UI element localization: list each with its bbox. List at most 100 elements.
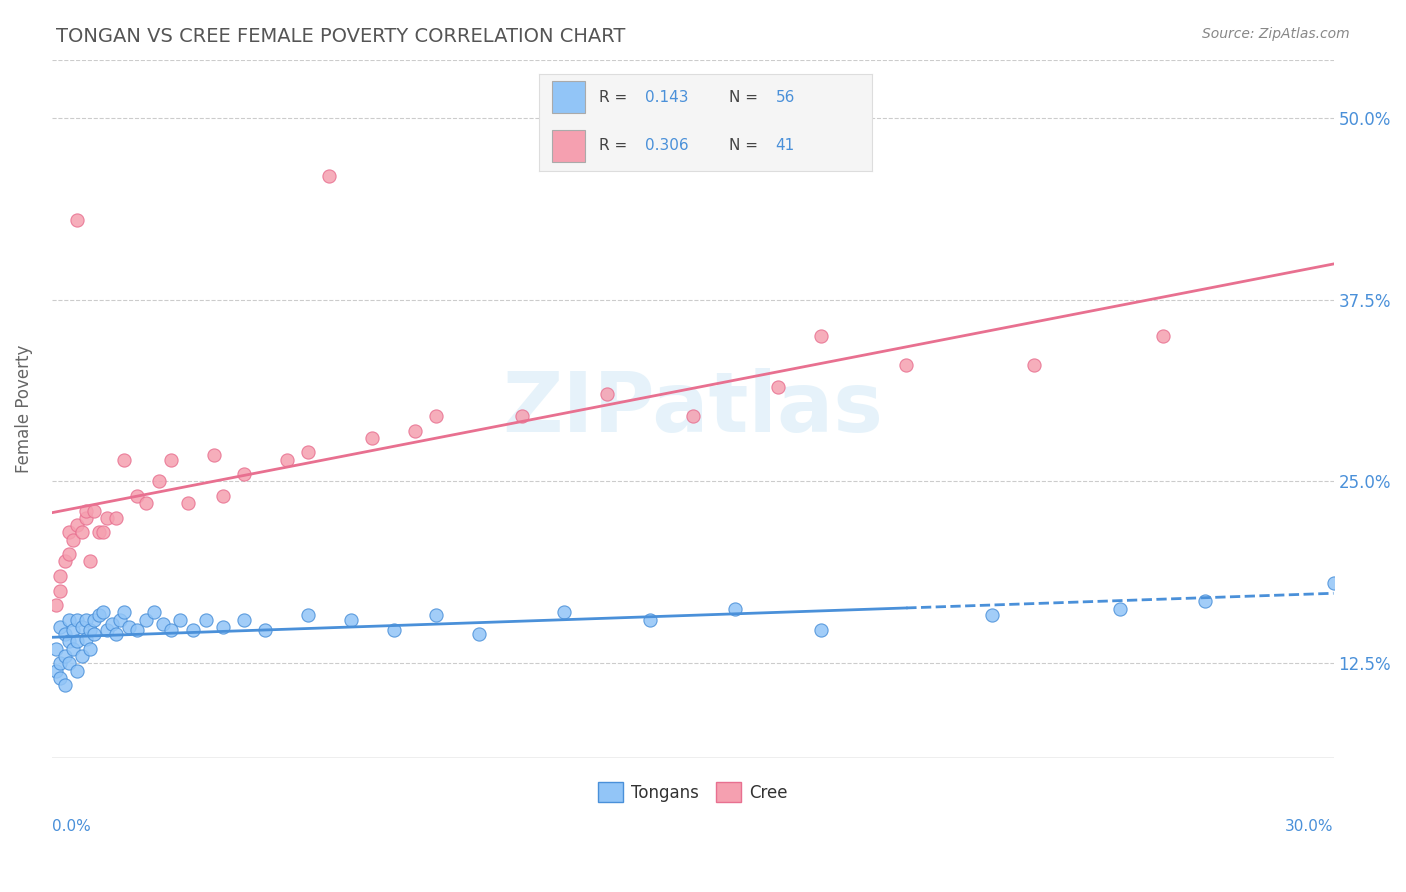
Point [896,358,918,372]
Point [318,169,340,183]
Point [340,613,363,627]
Text: TONGAN VS CREE FEMALE POVERTY CORRELATION CHART: TONGAN VS CREE FEMALE POVERTY CORRELATIO… [56,27,626,45]
Point [160,452,183,467]
Point [53,678,76,692]
Point [127,623,149,637]
Point [91,606,114,620]
Point [58,525,80,540]
Point [58,613,80,627]
Point [49,583,72,598]
Point [254,623,277,637]
Point [194,613,217,627]
Point [276,452,298,467]
Point [62,533,84,547]
Point [233,467,256,482]
Point [79,641,101,656]
Point [297,608,319,623]
Point [96,623,118,637]
Point [202,448,225,462]
Point [66,634,89,648]
Y-axis label: Female Poverty: Female Poverty [15,344,32,473]
Point [75,503,97,517]
Point [66,613,89,627]
Point [70,620,93,634]
Point [127,489,149,503]
Point [404,424,426,438]
Point [425,608,447,623]
Point [510,409,533,423]
Point [596,387,619,401]
Point [66,664,89,678]
Point [45,664,67,678]
Point [135,496,157,510]
Point [87,608,110,623]
Point [75,613,97,627]
Point [810,623,832,637]
Point [53,648,76,663]
Point [49,671,72,685]
Point [83,503,105,517]
Point [75,511,97,525]
Point [682,409,704,423]
Point [70,525,93,540]
Point [135,613,157,627]
Point [112,452,135,467]
Point [1194,593,1216,607]
Point [83,613,105,627]
Text: ZIPatlas: ZIPatlas [502,368,883,450]
Point [425,409,447,423]
Point [148,475,170,489]
Point [96,511,118,525]
Text: 0.0%: 0.0% [52,819,90,834]
Point [79,554,101,568]
Text: Source: ZipAtlas.com: Source: ZipAtlas.com [1202,27,1350,41]
Point [66,212,89,227]
Point [152,617,174,632]
Point [382,623,405,637]
Point [361,431,384,445]
Point [638,613,661,627]
Point [66,518,89,533]
Point [112,606,135,620]
Point [108,613,131,627]
Point [1322,576,1344,591]
Text: 30.0%: 30.0% [1285,819,1333,834]
Point [58,547,80,561]
Point [118,620,141,634]
Point [49,620,72,634]
Point [83,627,105,641]
Point [143,606,166,620]
Point [211,620,233,634]
Point [100,617,122,632]
Point [211,489,233,503]
Point [75,632,97,646]
Point [70,648,93,663]
Point [177,496,200,510]
Point [53,627,76,641]
Point [181,623,204,637]
Point [79,623,101,637]
Point [980,608,1002,623]
Point [233,613,256,627]
Point [49,657,72,671]
Point [62,641,84,656]
Point [1152,329,1174,343]
Point [724,602,747,616]
Point [53,554,76,568]
Point [1024,358,1046,372]
Point [45,641,67,656]
Point [810,329,832,343]
Point [104,627,127,641]
Point [62,623,84,637]
Point [104,511,127,525]
Point [160,623,183,637]
Point [1109,602,1132,616]
Point [49,569,72,583]
Legend: Tongans, Cree: Tongans, Cree [591,775,794,809]
Point [58,634,80,648]
Point [87,525,110,540]
Point [297,445,319,459]
Point [45,598,67,612]
Point [91,525,114,540]
Point [169,613,191,627]
